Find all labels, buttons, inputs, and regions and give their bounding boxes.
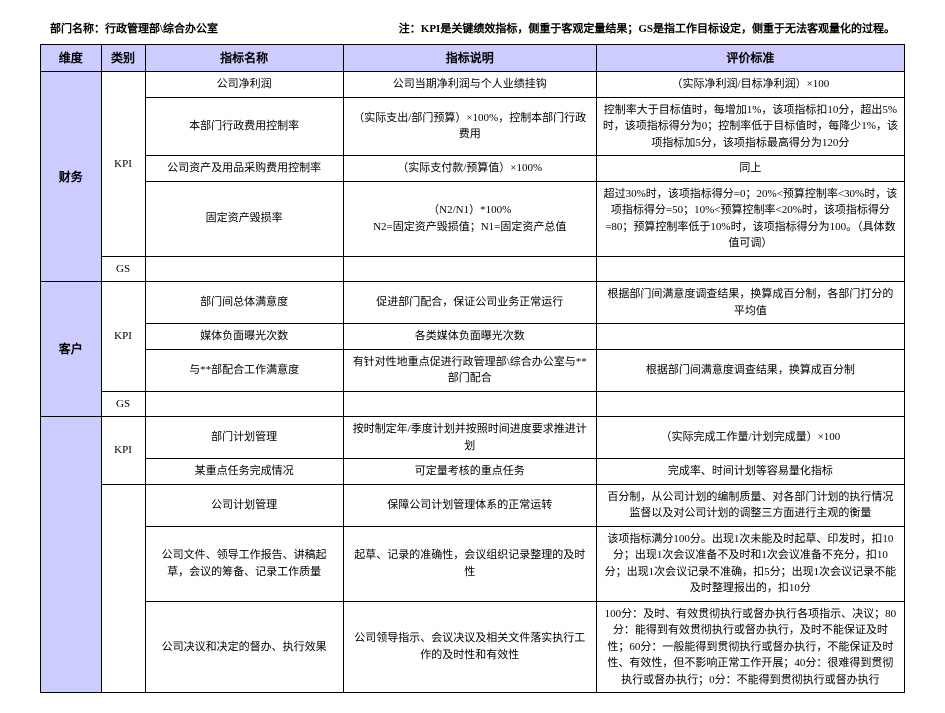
cell-name: 公司净利润 xyxy=(145,72,343,98)
cell-name: 媒体负面曝光次数 xyxy=(145,324,343,350)
cell-name: 部门间总体满意度 xyxy=(145,282,343,324)
cell-desc: 公司领导指示、会议决议及相关文件落实执行工作的及时性和有效性 xyxy=(343,601,596,693)
cell-std: （实际净利润/目标净利润）×100 xyxy=(596,72,904,98)
table-row: 财务 KPI 公司净利润 公司当期净利润与个人业绩挂钩 （实际净利润/目标净利润… xyxy=(41,72,905,98)
col-indicator-name: 指标名称 xyxy=(145,45,343,72)
cell-desc: 按时制定年/季度计划并按照时间进度要求推进计划 xyxy=(343,417,596,459)
cell-name: 部门计划管理 xyxy=(145,417,343,459)
cell-std: 该项指标满分100分。出现1次未能及时起草、印发时，扣10分；出现1次会议准备不… xyxy=(596,526,904,601)
cell-name: 本部门行政费用控制率 xyxy=(145,97,343,156)
cell-std xyxy=(596,391,904,417)
cell-desc: （实际支付款/预算值）×100% xyxy=(343,156,596,182)
table-row: 公司决议和决定的督办、执行效果 公司领导指示、会议决议及相关文件落实执行工作的及… xyxy=(41,601,905,693)
header-left: 部门名称：行政管理部\综合办公室 xyxy=(50,20,218,36)
dept-label: 部门名称： xyxy=(50,23,105,35)
cell-desc: （实际支出/部门预算）×100%，控制本部门行政费用 xyxy=(343,97,596,156)
cat-gs: GS xyxy=(101,391,145,417)
dept-value: 行政管理部\综合办公室 xyxy=(105,23,218,35)
dim-finance: 财务 xyxy=(41,72,102,282)
cell-desc: （N2/N1）*100% N2=固定资产毁损值；N1=固定资产总值 xyxy=(343,181,596,256)
cell-std: 百分制，从公司计划的编制质量、对各部门计划的执行情况监督以及对公司计划的调整三方… xyxy=(596,484,904,526)
cat-kpi: KPI xyxy=(101,417,145,485)
col-indicator-desc: 指标说明 xyxy=(343,45,596,72)
cell-name: 与**部配合工作满意度 xyxy=(145,349,343,391)
cat-gs: GS xyxy=(101,256,145,282)
col-dimension: 维度 xyxy=(41,45,102,72)
col-eval-std: 评价标准 xyxy=(596,45,904,72)
table-row: 公司文件、领导工作报告、讲稿起草，会议的筹备、记录工作质量 起草、记录的准确性，… xyxy=(41,526,905,601)
cell-std: 完成率、时间计划等容易量化指标 xyxy=(596,459,904,485)
cell-name: 固定资产毁损率 xyxy=(145,181,343,256)
table-row: GS xyxy=(41,256,905,282)
cell-name xyxy=(145,256,343,282)
cell-std: 根据部门间满意度调查结果，换算成百分制 xyxy=(596,349,904,391)
cell-std xyxy=(596,324,904,350)
cell-std: 根据部门间满意度调查结果，换算成百分制，各部门打分的平均值 xyxy=(596,282,904,324)
table-row: 本部门行政费用控制率 （实际支出/部门预算）×100%，控制本部门行政费用 控制… xyxy=(41,97,905,156)
table-row: GS xyxy=(41,391,905,417)
cell-std: 控制率大于目标值时，每增加1%，该项指标扣10分，超出5%时，该项指标得分为0；… xyxy=(596,97,904,156)
table-row: 固定资产毁损率 （N2/N1）*100% N2=固定资产毁损值；N1=固定资产总… xyxy=(41,181,905,256)
table-row: 媒体负面曝光次数 各类媒体负面曝光次数 xyxy=(41,324,905,350)
cell-desc: 有针对性地重点促进行政管理部\综合办公室与**部门配合 xyxy=(343,349,596,391)
header-note: 注：KPI是关键绩效指标，侧重于客观定量结果；GS是指工作目标设定，侧重于无法客… xyxy=(399,20,895,36)
cell-desc: 促进部门配合，保证公司业务正常运行 xyxy=(343,282,596,324)
cell-name: 某重点任务完成情况 xyxy=(145,459,343,485)
cell-desc: 起草、记录的准确性，会议组织记录整理的及时性 xyxy=(343,526,596,601)
cat-kpi: KPI xyxy=(101,72,145,257)
cell-desc: 公司当期净利润与个人业绩挂钩 xyxy=(343,72,596,98)
table-row: 某重点任务完成情况 可定量考核的重点任务 完成率、时间计划等容易量化指标 xyxy=(41,459,905,485)
cell-std: （实际完成工作量/计划完成量）×100 xyxy=(596,417,904,459)
cell-desc: 保障公司计划管理体系的正常运转 xyxy=(343,484,596,526)
col-category: 类别 xyxy=(101,45,145,72)
cell-std: 同上 xyxy=(596,156,904,182)
cell-desc xyxy=(343,391,596,417)
dim-customer: 客户 xyxy=(41,282,102,417)
cat-blank xyxy=(101,484,145,693)
dim-blank xyxy=(41,417,102,693)
cell-desc xyxy=(343,256,596,282)
cat-kpi: KPI xyxy=(101,282,145,392)
cell-std: 100分：及时、有效贯彻执行或督办执行各项指示、决议；80分：能得到有效贯彻执行… xyxy=(596,601,904,693)
cell-desc: 各类媒体负面曝光次数 xyxy=(343,324,596,350)
cell-std xyxy=(596,256,904,282)
table-row: 公司计划管理 保障公司计划管理体系的正常运转 百分制，从公司计划的编制质量、对各… xyxy=(41,484,905,526)
cell-name xyxy=(145,391,343,417)
kpi-table: 维度 类别 指标名称 指标说明 评价标准 财务 KPI 公司净利润 公司当期净利… xyxy=(40,44,905,693)
table-row: 公司资产及用品采购费用控制率 （实际支付款/预算值）×100% 同上 xyxy=(41,156,905,182)
cell-name: 公司文件、领导工作报告、讲稿起草，会议的筹备、记录工作质量 xyxy=(145,526,343,601)
table-row: KPI 部门计划管理 按时制定年/季度计划并按照时间进度要求推进计划 （实际完成… xyxy=(41,417,905,459)
cell-name: 公司决议和决定的督办、执行效果 xyxy=(145,601,343,693)
cell-std: 超过30%时，该项指标得分=0；20%<预算控制率<30%时，该项指标得分=50… xyxy=(596,181,904,256)
cell-name: 公司资产及用品采购费用控制率 xyxy=(145,156,343,182)
cell-desc: 可定量考核的重点任务 xyxy=(343,459,596,485)
table-row: 客户 KPI 部门间总体满意度 促进部门配合，保证公司业务正常运行 根据部门间满… xyxy=(41,282,905,324)
table-header-row: 维度 类别 指标名称 指标说明 评价标准 xyxy=(41,45,905,72)
table-row: 与**部配合工作满意度 有针对性地重点促进行政管理部\综合办公室与**部门配合 … xyxy=(41,349,905,391)
cell-name: 公司计划管理 xyxy=(145,484,343,526)
